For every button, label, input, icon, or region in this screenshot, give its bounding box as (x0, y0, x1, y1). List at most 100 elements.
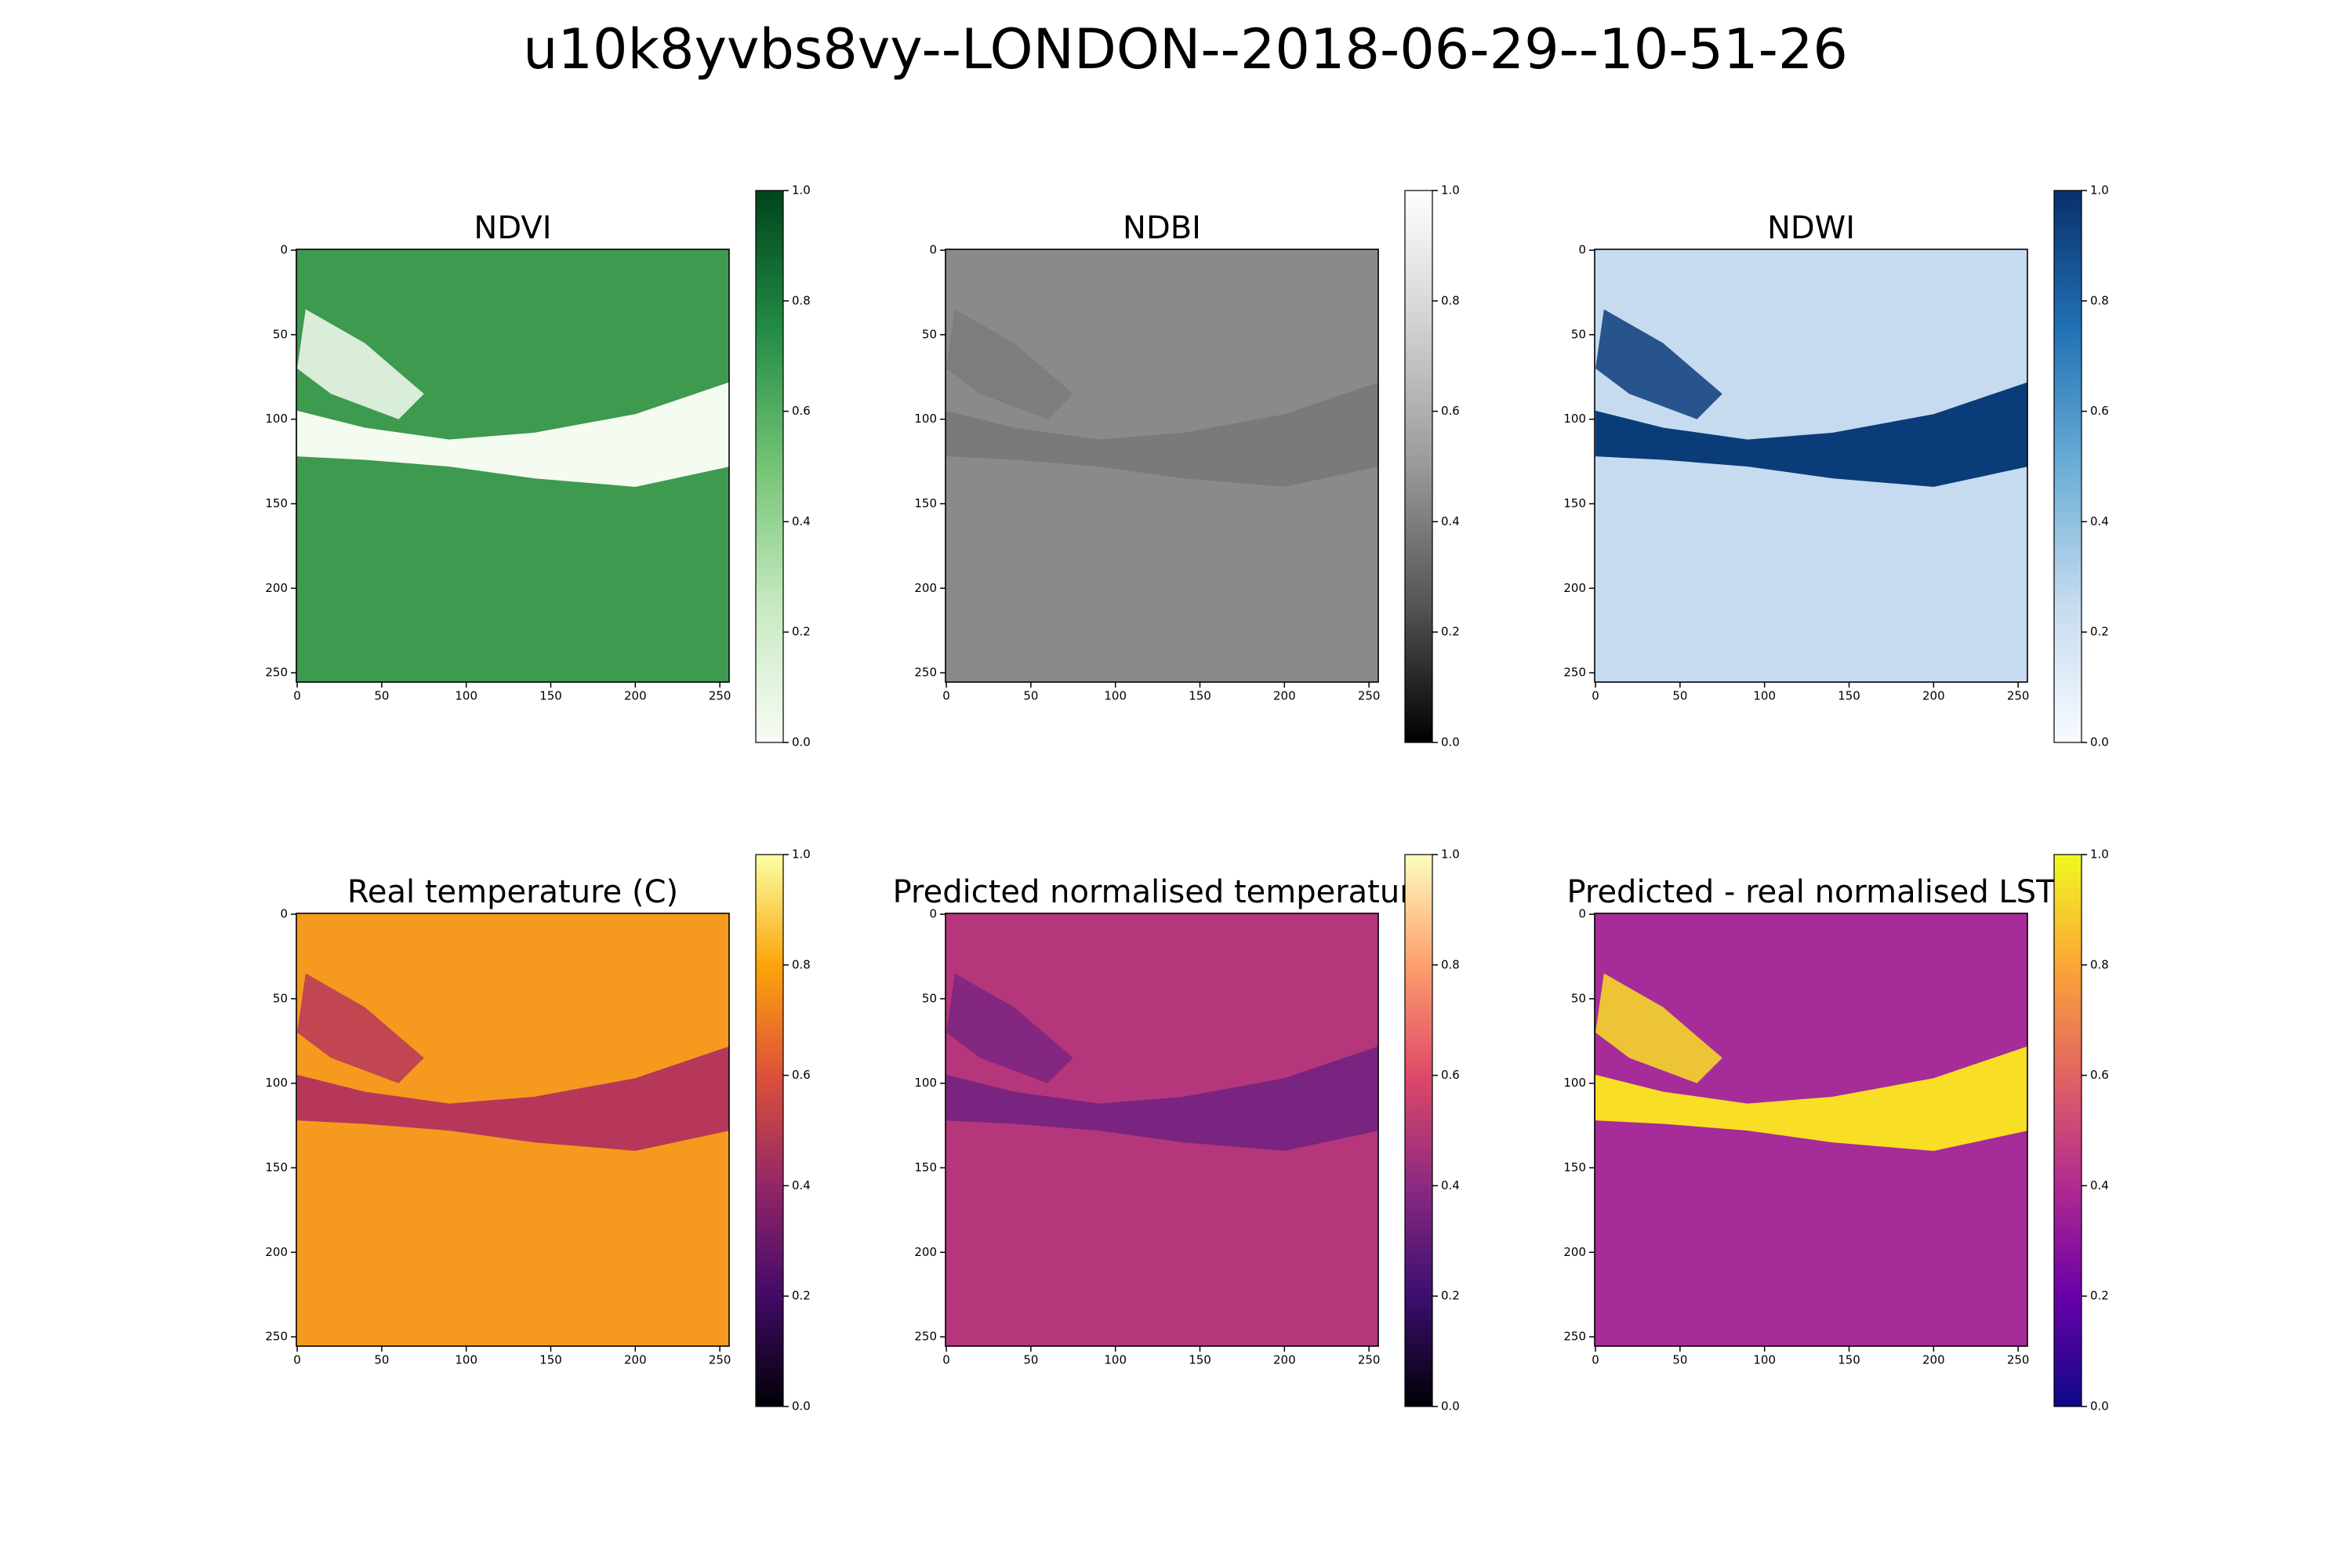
x-tick-label: 50 (1023, 689, 1038, 703)
colorbar-tick-label: 1.0 (1441, 848, 1460, 862)
frame (1594, 913, 2028, 1347)
x-tick-label: 100 (455, 689, 477, 703)
y-tick-label: 0 (280, 243, 288, 257)
y-tick-label: 50 (922, 327, 937, 341)
frame (296, 249, 730, 683)
colorbar-tick-label: 1.0 (2090, 183, 2109, 198)
colorbar-tick-label: 0.8 (1441, 293, 1460, 307)
colorbar-tick-label: 0.0 (792, 1399, 811, 1414)
colorbar-tick-label: 1.0 (792, 848, 811, 862)
colorbar-tick-label: 0.8 (792, 957, 811, 971)
y-tick-label: 200 (265, 1245, 288, 1259)
y-tick-label: 200 (1563, 581, 1586, 595)
x-tick-label: 0 (293, 1353, 301, 1367)
y-tick-label: 100 (1563, 412, 1586, 426)
colorbar-tick-label: 0.4 (1441, 1178, 1460, 1192)
y-tick-label: 100 (914, 412, 937, 426)
x-tick-label: 150 (539, 1353, 562, 1367)
panel-title: Real temperature (C) (347, 874, 678, 910)
y-tick-label: 0 (929, 243, 937, 257)
frame (1594, 249, 2028, 683)
colorbar-tick-label: 0.6 (1441, 1068, 1460, 1082)
image (946, 913, 1378, 1346)
colorbar-tick-label: 0.2 (1441, 625, 1460, 639)
colorbar (755, 854, 784, 1407)
y-tick-label: 50 (1571, 327, 1586, 341)
x-tick-label: 150 (1189, 1353, 1211, 1367)
colorbar-tick-label: 0.2 (1441, 1289, 1460, 1303)
colorbar-tick-label: 0.0 (2090, 735, 2109, 750)
x-tick-label: 200 (1273, 689, 1296, 703)
x-tick-label: 50 (374, 689, 389, 703)
river (946, 309, 1073, 419)
y-tick-label: 200 (914, 1245, 937, 1259)
x-tick-label: 100 (1753, 1353, 1776, 1367)
y-tick-label: 250 (1563, 666, 1586, 680)
y-tick-label: 0 (1578, 243, 1586, 257)
colorbar-tick-label: 0.6 (1441, 404, 1460, 418)
colorbar-tick-label: 0.4 (792, 514, 811, 528)
x-tick-label: 150 (1189, 689, 1211, 703)
colorbar-tick-label: 0.4 (1441, 514, 1460, 528)
colorbar-tick-label: 1.0 (2090, 848, 2109, 862)
x-tick-label: 50 (1023, 1353, 1038, 1367)
x-tick-label: 200 (1922, 1353, 1945, 1367)
image (1595, 249, 2027, 682)
x-tick-label: 100 (455, 1353, 477, 1367)
y-tick-label: 150 (265, 496, 288, 510)
river (297, 309, 424, 419)
colorbar-tick-label: 0.6 (792, 404, 811, 418)
x-tick-label: 100 (1753, 689, 1776, 703)
x-tick-label: 250 (2007, 689, 2030, 703)
y-tick-label: 200 (914, 581, 937, 595)
y-tick-label: 100 (265, 1076, 288, 1090)
colorbar-tick-label: 0.8 (792, 293, 811, 307)
river (946, 973, 1073, 1083)
river (1595, 973, 1722, 1083)
y-tick-label: 100 (265, 412, 288, 426)
colorbar-tick-label: 0.0 (1441, 1399, 1460, 1414)
y-tick-label: 50 (273, 991, 288, 1005)
image (1595, 913, 2027, 1346)
x-tick-label: 200 (624, 1353, 647, 1367)
x-tick-label: 50 (374, 1353, 389, 1367)
river (946, 382, 1378, 487)
x-tick-label: 150 (539, 689, 562, 703)
x-tick-label: 200 (1273, 1353, 1296, 1367)
river (946, 1046, 1378, 1151)
colorbar (2053, 190, 2082, 743)
panel-title: NDBI (1123, 210, 1201, 246)
image (296, 249, 729, 682)
image (946, 249, 1378, 682)
x-tick-label: 150 (1838, 689, 1860, 703)
river (1595, 1046, 2027, 1151)
y-tick-label: 250 (1563, 1330, 1586, 1344)
x-tick-label: 0 (293, 689, 301, 703)
x-tick-label: 100 (1104, 689, 1127, 703)
x-tick-label: 0 (942, 689, 950, 703)
colorbar-tick-label: 0.6 (2090, 404, 2109, 418)
y-tick-label: 0 (929, 907, 937, 921)
x-tick-label: 100 (1104, 1353, 1127, 1367)
y-tick-label: 150 (914, 1160, 937, 1174)
frame (296, 913, 730, 1347)
colorbar-tick-label: 0.2 (2090, 625, 2109, 639)
y-tick-label: 150 (1563, 1160, 1586, 1174)
y-tick-label: 0 (280, 907, 288, 921)
colorbar (755, 190, 784, 743)
y-tick-label: 200 (1563, 1245, 1586, 1259)
colorbar-tick-label: 0.8 (2090, 957, 2109, 971)
colorbar-tick-label: 0.4 (2090, 1178, 2109, 1192)
frame (945, 249, 1379, 683)
river (297, 382, 729, 487)
x-tick-label: 50 (1672, 1353, 1687, 1367)
x-tick-label: 250 (1358, 1353, 1381, 1367)
y-tick-label: 150 (265, 1160, 288, 1174)
frame (945, 913, 1379, 1347)
river (297, 1046, 729, 1151)
y-tick-label: 250 (265, 666, 288, 680)
colorbar-tick-label: 0.2 (2090, 1289, 2109, 1303)
x-tick-label: 250 (709, 1353, 731, 1367)
